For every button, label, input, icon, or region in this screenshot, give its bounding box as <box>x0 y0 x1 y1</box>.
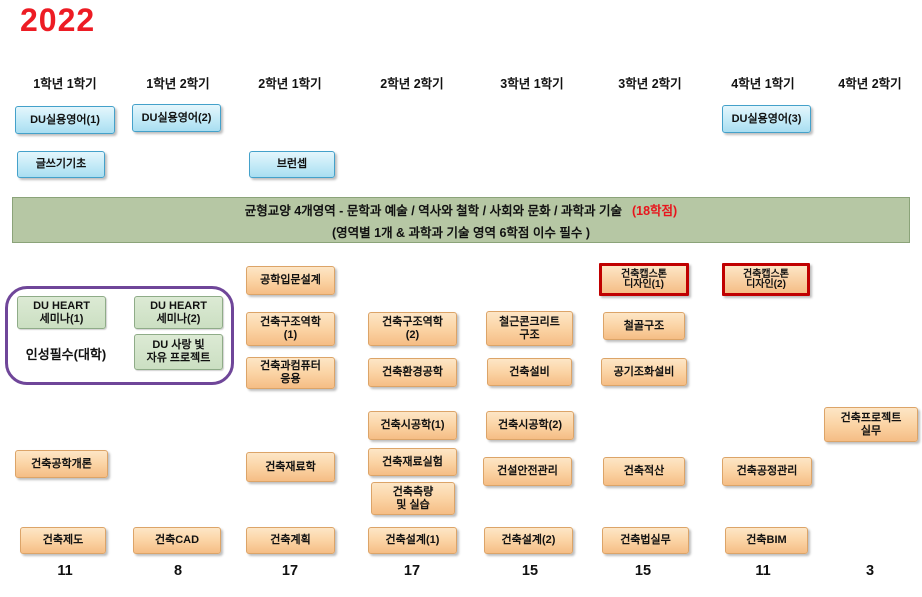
liberal-arts-banner: 균형교양 4개영역 - 문학과 예술 / 역사와 철학 / 사회와 문화 / 과… <box>12 197 910 243</box>
credit-total-y3s1: 15 <box>521 563 539 579</box>
course-structural-mechanics-2: 건축구조역학 (2) <box>368 312 457 346</box>
course-project-practice: 건축프로젝트 실무 <box>824 407 918 442</box>
course-construction-2: 건축시공학(2) <box>486 411 574 440</box>
personality-required-label: 인성필수(대학) <box>25 347 107 362</box>
banner-line-2: (영역별 1개 & 과학과 기술 영역 6학점 이수 필수 ) <box>331 225 590 240</box>
course-intro-architectural-engineering: 건축공학개론 <box>15 450 108 478</box>
credit-total-y1s2: 8 <box>173 563 183 579</box>
course-building-law: 건축법실무 <box>602 527 689 554</box>
course-cad: 건축CAD <box>133 527 221 554</box>
personality-required-group <box>5 286 234 385</box>
course-process-management: 건축공정관리 <box>722 457 812 486</box>
course-du-love-light-liberty-project: DU 사랑 빛 자유 프로젝트 <box>134 334 223 370</box>
semester-header-y4s2: 4학년 2학기 <box>838 77 902 91</box>
course-intro-engineering-design: 공학입문설계 <box>246 266 335 295</box>
banner-credit-note: (18학점) <box>631 203 678 218</box>
course-architectural-design-2: 건축설계(2) <box>484 527 573 554</box>
course-steel-structure: 철골구조 <box>603 312 685 340</box>
course-hvac: 공기조화설비 <box>601 358 687 386</box>
credit-total-y3s2: 15 <box>634 563 652 579</box>
course-brunsep: 브런셉 <box>249 151 335 178</box>
course-environmental-engineering: 건축환경공학 <box>368 358 457 387</box>
course-capstone-design-2: 건축캡스톤 디자인(2) <box>722 263 810 296</box>
course-construction-safety: 건설안전관리 <box>483 457 572 486</box>
banner-line-1: 균형교양 4개영역 - 문학과 예술 / 역사와 철학 / 사회와 문화 / 과… <box>245 200 677 219</box>
credit-total-y2s2: 17 <box>403 563 421 579</box>
course-construction-1: 건축시공학(1) <box>368 411 457 440</box>
course-du-practical-english-2: DU실용영어(2) <box>132 104 221 132</box>
credit-total-y2s1: 17 <box>281 563 299 579</box>
course-basic-writing: 글쓰기기초 <box>17 151 105 178</box>
semester-header-y3s2: 3학년 2학기 <box>618 77 682 91</box>
semester-header-y4s1: 4학년 1학기 <box>731 77 795 91</box>
course-cost-estimation: 건축적산 <box>603 457 685 486</box>
course-computer-applications: 건축과컴퓨터 응용 <box>246 357 335 389</box>
course-building-services: 건축설비 <box>487 358 572 386</box>
course-architectural-planning: 건축계획 <box>246 527 335 554</box>
course-reinforced-concrete: 철근콘크리트 구조 <box>486 311 573 346</box>
course-du-practical-english-1: DU실용영어(1) <box>15 106 115 134</box>
credit-total-y1s1: 11 <box>57 563 73 579</box>
semester-header-y1s1: 1학년 1학기 <box>33 77 97 91</box>
credit-total-y4s2: 3 <box>865 563 875 579</box>
semester-header-y3s1: 3학년 1학기 <box>500 77 564 91</box>
semester-header-y2s2: 2학년 2학기 <box>380 77 444 91</box>
course-du-heart-seminar-1: DU HEART 세미나(1) <box>17 296 106 329</box>
course-du-heart-seminar-2: DU HEART 세미나(2) <box>134 296 223 329</box>
semester-header-y2s1: 2학년 1학기 <box>258 77 322 91</box>
credit-total-y4s1: 11 <box>755 563 771 579</box>
course-bim: 건축BIM <box>725 527 808 554</box>
course-structural-mechanics-1: 건축구조역학 (1) <box>246 312 335 346</box>
course-du-practical-english-3: DU실용영어(3) <box>722 105 811 133</box>
course-capstone-design-1: 건축캡스톤 디자인(1) <box>599 263 689 296</box>
course-building-materials: 건축재료학 <box>246 452 335 482</box>
banner-areas-text: 균형교양 4개영역 - 문학과 예술 / 역사와 철학 / 사회와 문화 / 과… <box>244 203 622 218</box>
course-architectural-drafting: 건축제도 <box>20 527 106 554</box>
semester-header-y1s2: 1학년 2학기 <box>146 77 210 91</box>
course-architectural-design-1: 건축설계(1) <box>368 527 457 554</box>
course-surveying-practice: 건축측량 및 실습 <box>371 482 455 515</box>
course-materials-experiment: 건축재료실험 <box>368 448 457 476</box>
page-title: 2022 <box>20 2 96 38</box>
